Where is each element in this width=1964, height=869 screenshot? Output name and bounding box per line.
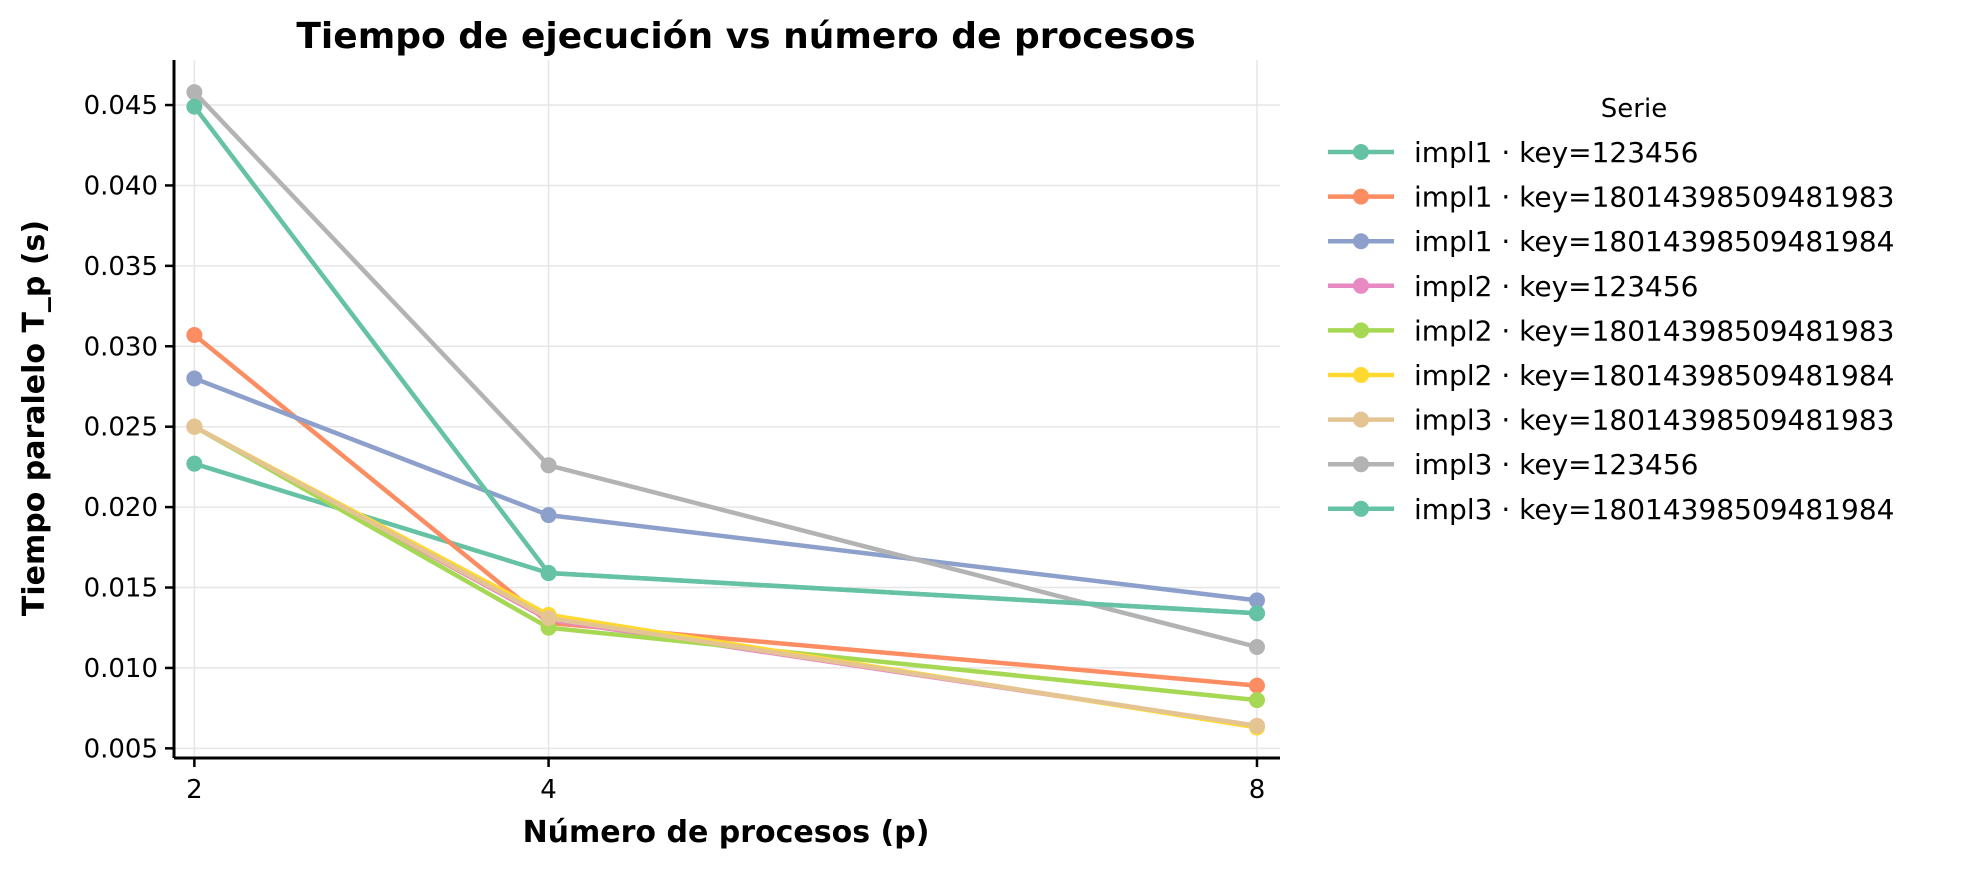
data-point (186, 418, 203, 435)
data-point (1248, 639, 1265, 656)
x-tick-label: 8 (1249, 775, 1266, 805)
legend-title: Serie (1601, 94, 1667, 124)
data-point (186, 84, 203, 101)
legend-label: impl2 · key=123456 (1414, 270, 1698, 303)
legend-marker (1353, 411, 1369, 428)
legend-marker (1353, 500, 1369, 517)
legend-marker (1353, 233, 1369, 250)
series-line (193, 424, 1258, 703)
y-tick-label: 0.045 (84, 91, 158, 121)
series (186, 418, 1265, 734)
y-tick-label: 0.020 (84, 493, 158, 523)
legend-label: impl3 · key=18014398509481984 (1414, 493, 1894, 526)
legend-entry: impl2 · key=123456 (1328, 270, 1698, 303)
legend-entry: impl1 · key=18014398509481984 (1328, 225, 1894, 258)
legend-label: impl1 · key=18014398509481984 (1414, 225, 1894, 258)
legend-label: impl2 · key=18014398509481984 (1414, 359, 1894, 392)
y-tick-label: 0.005 (84, 734, 158, 764)
grid (174, 60, 1280, 758)
x-tick-label: 2 (186, 775, 203, 805)
data-point (540, 507, 557, 524)
legend-label: impl3 · key=123456 (1414, 448, 1698, 481)
legend-entry: impl3 · key=18014398509481984 (1328, 493, 1894, 526)
data-point (186, 455, 203, 472)
legend-marker (1353, 322, 1369, 339)
data-point (1248, 677, 1265, 694)
legend-entry: impl1 · key=123456 (1328, 136, 1698, 169)
series-line (192, 90, 1258, 650)
y-tick-label: 0.025 (84, 413, 158, 443)
x-axis-label: Número de procesos (p) (523, 815, 930, 850)
legend: Serie impl1 · key=123456 impl1 · key=1801… (1328, 94, 1894, 526)
data-point (1248, 605, 1265, 622)
y-tick-label: 0.030 (84, 332, 158, 362)
x-tick-label: 4 (540, 775, 557, 805)
chart-title: Tiempo de ejecución vs número de proceso… (296, 16, 1195, 57)
legend-entry: impl1 · key=18014398509481983 (1328, 181, 1894, 214)
data-point (540, 457, 557, 474)
data-point (186, 370, 203, 387)
legend-marker (1353, 144, 1369, 160)
y-tick-label: 0.010 (84, 654, 158, 684)
legend-entry: impl3 · key=18014398509481983 (1328, 404, 1894, 437)
legend-label: impl3 · key=18014398509481983 (1414, 404, 1894, 437)
y-axis-label: Tiempo paralelo T_p (s) (17, 220, 52, 616)
legend-entry: impl3 · key=123456 (1328, 448, 1698, 481)
series (186, 370, 1265, 609)
legend-entry: impl2 · key=18014398509481983 (1328, 314, 1894, 347)
legend-marker (1353, 277, 1369, 294)
series-line (193, 424, 1258, 729)
legend-marker (1353, 188, 1369, 205)
data-point (186, 98, 203, 115)
legend-entry: impl2 · key=18014398509481984 (1328, 359, 1894, 392)
data-point (186, 327, 203, 344)
axes: 0.005 0.010 0.015 0.020 0.025 0.030 0.035 0.040… (84, 60, 1280, 805)
series-line (193, 424, 1258, 729)
y-tick-label: 0.035 (84, 252, 158, 282)
legend-marker (1353, 456, 1369, 473)
data-point (1248, 592, 1265, 609)
series (186, 98, 1265, 622)
data-point (540, 610, 557, 627)
y-tick-label: 0.040 (84, 171, 158, 201)
data-point (540, 565, 557, 582)
legend-label: impl1 · key=123456 (1414, 136, 1698, 169)
series-layer (186, 84, 1265, 736)
series (186, 84, 1265, 656)
series-line (193, 376, 1258, 603)
data-point (1248, 692, 1265, 709)
legend-label: impl1 · key=18014398509481983 (1414, 181, 1894, 214)
series (186, 418, 1265, 736)
y-tick-label: 0.015 (84, 574, 158, 604)
legend-label: impl2 · key=18014398509481983 (1414, 314, 1894, 347)
legend-marker (1353, 367, 1369, 383)
data-point (1248, 717, 1265, 734)
